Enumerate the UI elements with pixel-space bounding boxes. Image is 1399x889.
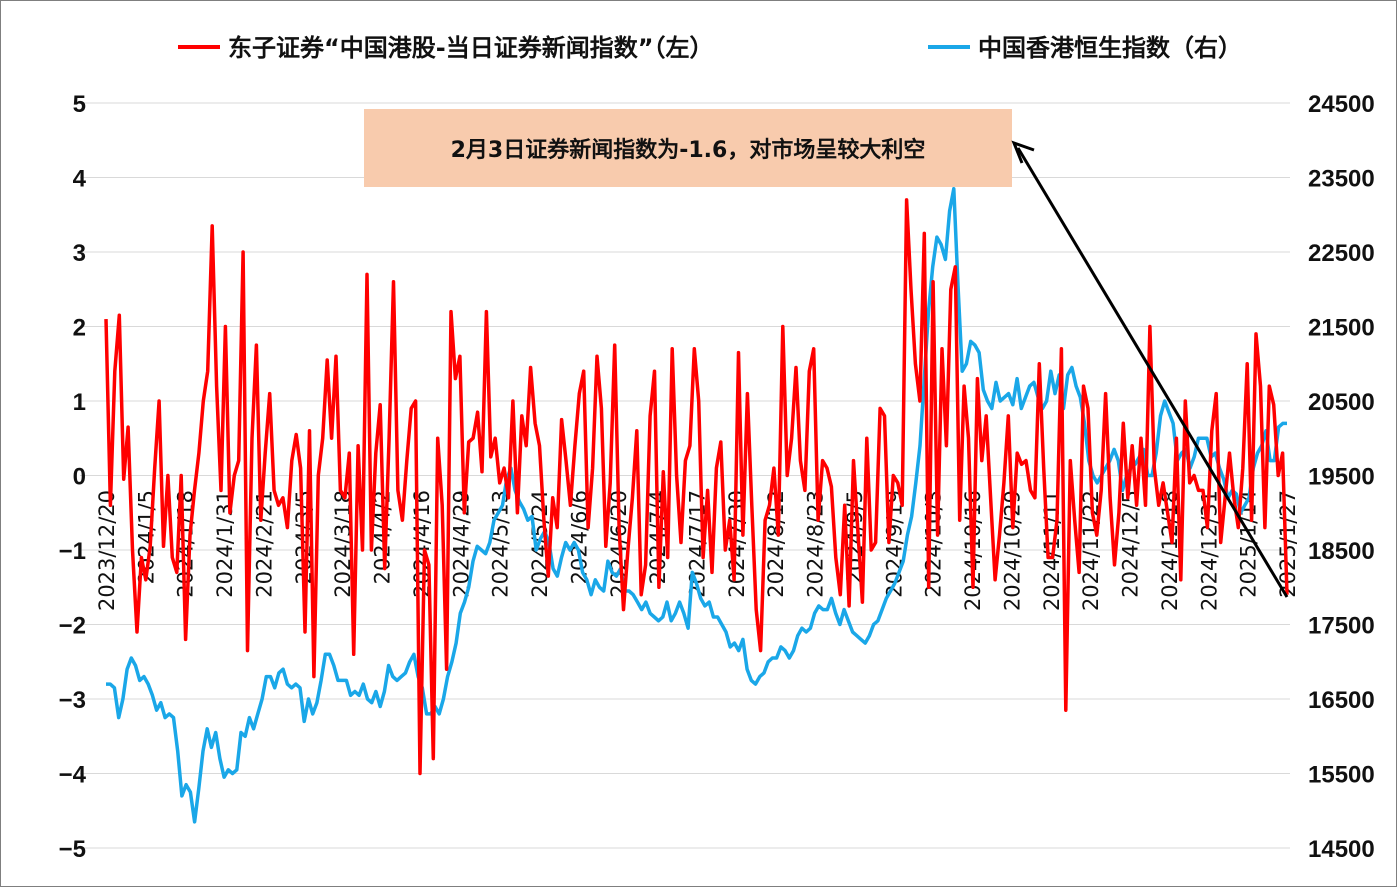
left-tick-label: 0 [73,464,86,491]
annotation-box [364,109,1012,187]
left-axis-ticks: 5 4 3 2 1 0 −1 −2 −3 −4 −5 [59,91,87,863]
left-tick-label: 1 [73,389,86,416]
x-tick-label: 2024/2/21 [252,490,276,598]
x-tick-label: 2024/10/3 [922,490,946,598]
right-tick-label: 21500 [1308,315,1375,342]
x-tick-label: 2024/8/23 [804,490,828,598]
right-tick-label: 14500 [1308,836,1375,863]
right-tick-label: 18500 [1308,538,1375,565]
series-layer [104,186,1289,824]
left-tick-label: −4 [59,762,87,789]
x-tick-label: 2023/12/20 [95,490,119,611]
annotation-arrow-line [1016,147,1289,598]
right-tick-label: 22500 [1308,240,1375,267]
left-tick-label: −2 [59,613,86,640]
right-axis-ticks: 24500 23500 22500 21500 20500 19500 18500 17500… [1308,91,1375,863]
annotation-arrow-head [1011,140,1035,164]
right-tick-label: 15500 [1308,762,1375,789]
left-tick-label: 5 [73,91,86,118]
left-tick-label: −5 [59,836,86,863]
left-tick-label: −1 [59,538,86,565]
right-tick-label: 17500 [1308,613,1375,640]
gridlines [80,102,1290,849]
legend: 东子证券“中国港股-当日证券新闻指数”（左） 中国香港恒生指数（右） [178,34,1242,62]
right-tick-label: 23500 [1308,166,1375,193]
left-tick-label: 4 [73,166,87,193]
x-tick-label: 2024/1/31 [213,490,237,598]
right-tick-label: 24500 [1308,91,1375,118]
legend-label-news-index: 东子证券“中国港股-当日证券新闻指数”（左） [228,34,714,62]
series-line-news-index [104,198,1289,776]
annotation-text: 2月3日证券新闻指数为-1.6，对市场呈较大利空 [451,137,926,163]
left-tick-label: 2 [73,315,86,342]
right-tick-label: 16500 [1308,687,1375,714]
left-tick-label: 3 [73,240,86,267]
annotation: 2月3日证券新闻指数为-1.6，对市场呈较大利空 [364,109,1289,598]
legend-label-hang-seng: 中国香港恒生指数（右） [978,34,1242,62]
right-tick-label: 20500 [1308,389,1375,416]
right-tick-label: 19500 [1308,464,1375,491]
x-tick-label: 2024/12/5 [1119,490,1143,598]
left-tick-label: −3 [59,687,86,714]
